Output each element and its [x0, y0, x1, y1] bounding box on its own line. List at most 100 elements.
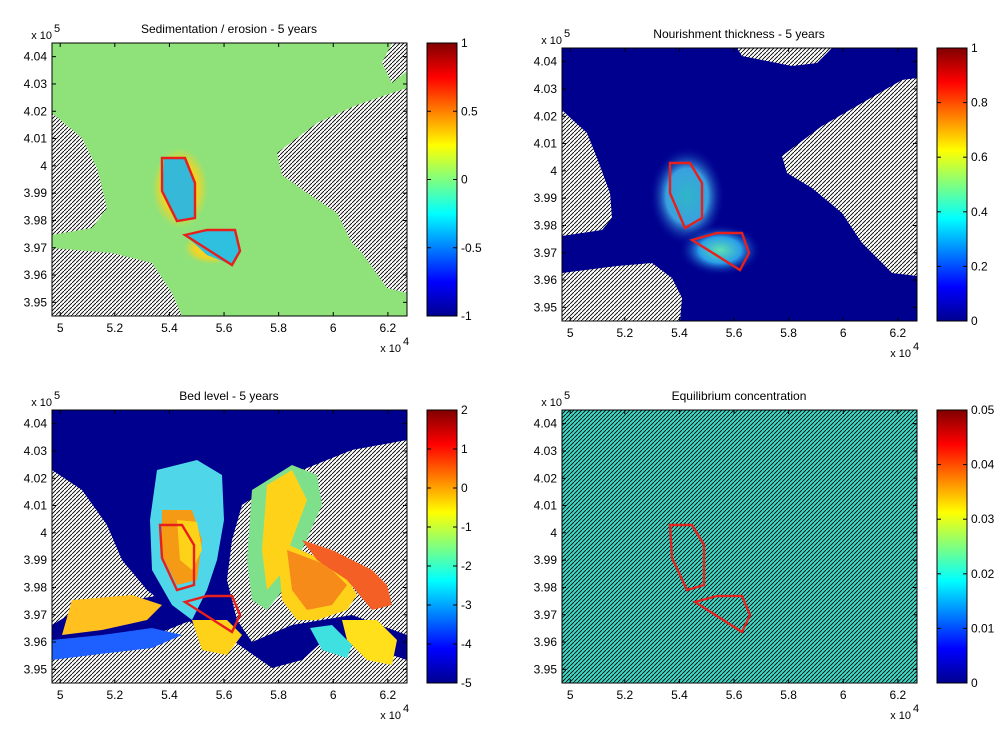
- panel-equilibrium-concentration: Equilibrium concentration 5 5.2 5.4 5.6 5.8 6…: [534, 389, 995, 722]
- panel-nourishment-thickness: Nourishment thickness - 5 years 5 5.2 5.4 5…: [534, 27, 988, 360]
- colorbar-tick-label: 0: [461, 481, 468, 495]
- y-tick-label: 3.99: [534, 553, 558, 567]
- colorbar-tick-label: 0.05: [971, 403, 995, 417]
- y-tick-label: 3.99: [24, 553, 48, 567]
- y-exponent-power: 5: [54, 23, 60, 35]
- nourishment-polygon: [689, 231, 751, 272]
- axes-frame: [51, 42, 408, 317]
- x-exponent-label: x 10: [890, 710, 911, 722]
- colorbar-tick-label: 0.03: [971, 512, 995, 526]
- x-exponent-label: x 10: [890, 348, 911, 360]
- y-tick-label: 4.02: [534, 471, 558, 485]
- y-tick-label: 3.96: [534, 635, 558, 649]
- y-tick-label: 3.98: [24, 580, 48, 594]
- colorbar-tick-label: 1: [971, 41, 978, 55]
- colorbar-tick-label: 0.6: [971, 150, 988, 164]
- y-exponent-label: x 10: [541, 35, 562, 47]
- plot-area: [562, 48, 917, 321]
- colorbar-tick-label: 0.2: [971, 259, 988, 273]
- colorbar-tick-label: 0.01: [971, 621, 995, 635]
- x-tick-label: 6.2: [890, 326, 907, 340]
- nourishment-polygon: [158, 523, 196, 592]
- axes-frame: [51, 409, 408, 684]
- nourishment-polygon: [181, 228, 242, 267]
- y-tick-label: 3.95: [534, 300, 558, 314]
- y-tick-label: 3.99: [534, 191, 558, 205]
- x-exponent-power: 4: [403, 336, 409, 348]
- colorbar-tick-label: 2: [461, 403, 468, 417]
- y-tick-label: 4.03: [24, 444, 48, 458]
- y-tick-label: 3.96: [534, 273, 558, 287]
- x-tick-label: 5.8: [270, 321, 287, 335]
- colorbar-tick-label: -2: [461, 559, 472, 573]
- y-tick-label: 4.02: [24, 471, 48, 485]
- x-tick-label: 6: [330, 688, 337, 702]
- panel-sedimentation-erosion: Sedimentation / erosion - 5 years 5 5.2 5.…: [24, 22, 482, 355]
- x-tick-label: 5.8: [270, 688, 287, 702]
- y-tick-label: 4: [40, 159, 47, 173]
- x-tick-label: 5.6: [216, 321, 233, 335]
- x-tick-label: 5: [57, 321, 64, 335]
- nourishment-polygon: [668, 161, 704, 230]
- y-tick-label: 4.02: [24, 104, 48, 118]
- y-tick-label: 4.01: [24, 132, 48, 146]
- y-tick-label: 4.01: [534, 137, 558, 151]
- y-exponent-label: x 10: [31, 30, 52, 42]
- y-tick-label: 3.97: [24, 241, 48, 255]
- x-exponent-label: x 10: [380, 710, 401, 722]
- y-tick-label: 4.03: [534, 82, 558, 96]
- x-tick-label: 6.2: [380, 321, 397, 335]
- x-exponent-power: 4: [403, 703, 409, 715]
- y-tick-label: 4.03: [24, 77, 48, 91]
- colorbar-tick-label: -0.5: [461, 241, 482, 255]
- y-tick-label: 3.98: [24, 213, 48, 227]
- y-tick-label: 4.01: [534, 499, 558, 513]
- colorbar: [426, 409, 458, 684]
- colorbar-tick-label: 1: [461, 36, 468, 50]
- x-tick-label: 5.2: [106, 688, 123, 702]
- colorbar-tick-label: 0.5: [461, 104, 478, 118]
- nourishment-polygon: [182, 594, 242, 634]
- nourishment-polygon: [692, 594, 752, 634]
- colorbar-tick-label: -4: [461, 637, 472, 651]
- y-tick-label: 3.95: [24, 662, 48, 676]
- x-tick-label: 5.6: [726, 326, 743, 340]
- y-tick-label: 3.96: [24, 635, 48, 649]
- y-exponent-power: 5: [564, 390, 570, 402]
- y-tick-label: 3.96: [24, 268, 48, 282]
- colorbar-tick-label: 0: [971, 676, 978, 690]
- plot-area: [52, 410, 407, 683]
- nourishment-polygon: [160, 156, 197, 223]
- axes-frame: [561, 409, 918, 684]
- x-tick-label: 6.2: [380, 688, 397, 702]
- x-tick-label: 6: [840, 326, 847, 340]
- panel-title: Nourishment thickness - 5 years: [653, 27, 824, 41]
- x-tick-label: 5.8: [780, 688, 797, 702]
- colorbar-tick-label: 0: [461, 173, 468, 187]
- x-tick-label: 6: [840, 688, 847, 702]
- x-tick-label: 5.4: [671, 326, 688, 340]
- y-tick-label: 3.99: [24, 186, 48, 200]
- plot-area: [52, 43, 407, 316]
- y-tick-label: 4: [550, 526, 557, 540]
- panel-bed-level: Bed level - 5 years 5 5.2 5.4 5.6 5.8 6 6.2 4.…: [24, 389, 472, 722]
- y-tick-label: 4.03: [534, 444, 558, 458]
- y-tick-label: 3.97: [534, 246, 558, 260]
- x-tick-label: 5.8: [780, 326, 797, 340]
- y-tick-label: 4.04: [534, 55, 558, 69]
- colorbar-tick-label: 1: [461, 442, 468, 456]
- x-tick-label: 5: [567, 326, 574, 340]
- y-tick-label: 4.04: [24, 50, 48, 64]
- y-tick-label: 4: [40, 526, 47, 540]
- y-tick-label: 4.01: [24, 499, 48, 513]
- colorbar-tick-label: 0: [971, 314, 978, 328]
- y-tick-label: 3.97: [24, 608, 48, 622]
- y-tick-label: 3.97: [534, 608, 558, 622]
- y-tick-label: 3.98: [534, 580, 558, 594]
- colorbar-tick-label: -5: [461, 676, 472, 690]
- plot-area: [562, 410, 917, 683]
- y-tick-label: 3.95: [534, 662, 558, 676]
- x-tick-label: 6: [330, 321, 337, 335]
- y-tick-label: 4.02: [534, 109, 558, 123]
